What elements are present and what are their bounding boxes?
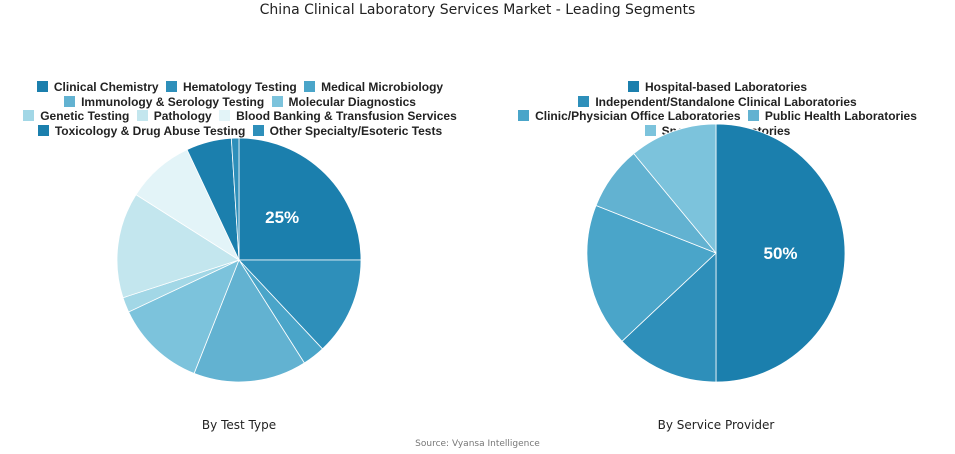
legend-label: Molecular Diagnostics — [288, 94, 416, 109]
legend-swatch — [578, 95, 590, 107]
legend-swatch — [627, 81, 639, 92]
legend-swatch — [23, 110, 35, 121]
legend-swatch — [252, 124, 264, 136]
legend-item[interactable]: Hospital-based Laboratories — [627, 80, 808, 95]
legend-swatch — [518, 110, 530, 121]
pie-slice[interactable] — [586, 204, 717, 342]
legend-label: Toxicology & Drug Abuse Testing — [54, 123, 246, 138]
legend-label: Genetic Testing — [40, 109, 130, 123]
legend-swatch — [747, 110, 759, 121]
legend-swatch — [37, 124, 49, 136]
pie-slice[interactable] — [116, 194, 240, 299]
legend-item[interactable]: Molecular Diagnostics — [271, 94, 416, 110]
pie-slice[interactable] — [633, 123, 717, 255]
legend-label: Medical Microbiology — [321, 80, 444, 94]
legend-swatch — [644, 124, 656, 136]
legend-label: Clinical Chemistry — [53, 80, 159, 94]
legend-swatch — [36, 81, 48, 92]
legend-label: Hospital-based Laboratories — [644, 80, 808, 94]
subtitle-service-provider: By Service Provider — [657, 418, 775, 432]
legend-label: Independent/Standalone Clinical Laborato… — [595, 94, 857, 109]
pie-slice[interactable] — [238, 137, 362, 261]
subtitle-test-type: By Test Type — [201, 418, 277, 432]
pie-slice[interactable] — [230, 137, 240, 261]
legend-label: Public Health Laboratories — [764, 109, 917, 123]
legend-item[interactable]: Blood Banking & Transfusion Services — [219, 109, 457, 124]
legend-item[interactable]: Pathology — [136, 109, 212, 124]
pie-slice[interactable] — [621, 252, 717, 383]
legend-test-type: Clinical Chemistry Hematology Testing Me… — [20, 80, 460, 138]
pie-slice[interactable] — [193, 259, 305, 383]
legend-swatch — [271, 95, 283, 107]
legend-label: Immunology & Serology Testing — [81, 94, 265, 109]
legend-swatch — [304, 81, 316, 92]
legend-label: Other Specialty/Esoteric Tests — [269, 123, 443, 138]
legend-label: Pathology — [153, 109, 212, 123]
legend-item[interactable]: Hematology Testing — [165, 80, 297, 95]
source-note: Source: Vyansa Intelligence — [415, 439, 540, 449]
legend-label: Clinic/Physician Office Laboratories — [535, 109, 741, 123]
data-label: 25% — [265, 208, 299, 227]
legend-item[interactable]: Public Health Laboratories — [747, 109, 917, 124]
legend-item[interactable]: Medical Microbiology — [304, 80, 443, 95]
legend-swatch — [136, 110, 148, 121]
legend-swatch — [64, 95, 76, 107]
legend-item[interactable]: Genetic Testing — [23, 109, 129, 124]
legend-swatch — [219, 110, 231, 121]
legend-label: Hematology Testing — [182, 80, 297, 94]
legend-item[interactable]: Toxicology & Drug Abuse Testing — [37, 123, 246, 139]
legend-item[interactable]: Clinic/Physician Office Laboratories — [518, 109, 741, 124]
legend-item[interactable]: Clinical Chemistry — [36, 80, 159, 95]
legend-item[interactable]: Other Specialty/Esoteric Tests — [252, 123, 443, 139]
pie-slice[interactable] — [715, 123, 846, 383]
pie-slice[interactable] — [238, 259, 362, 350]
pie-slice[interactable] — [128, 259, 240, 374]
legend-label: Blood Banking & Transfusion Services — [236, 109, 457, 123]
legend-item[interactable]: Independent/Standalone Clinical Laborato… — [578, 94, 857, 110]
legend-item[interactable]: Immunology & Serology Testing — [64, 95, 264, 110]
legend-swatch — [165, 81, 177, 92]
chart-title: China Clinical Laboratory Services Marke… — [259, 2, 696, 18]
data-label: 50% — [763, 244, 797, 263]
